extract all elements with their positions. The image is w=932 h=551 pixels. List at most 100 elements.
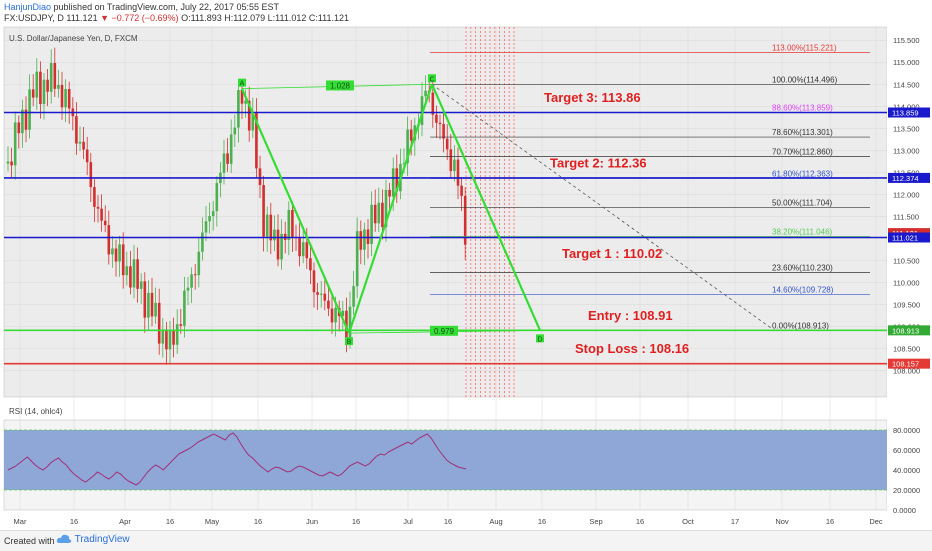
y-tick-label: 111.500 <box>893 212 919 221</box>
candle-body <box>64 89 67 108</box>
candle-body <box>240 90 244 104</box>
x-tick-label: 16 <box>444 517 452 526</box>
candle-body <box>67 89 71 109</box>
candle-body <box>366 229 370 244</box>
candle-body <box>269 214 273 241</box>
candle-body <box>424 90 427 97</box>
candle-body <box>442 124 445 139</box>
candle-body <box>57 84 60 89</box>
candle-body <box>60 84 64 108</box>
candle-body <box>53 62 57 89</box>
target-3-label: Target 3: 113.86 <box>544 90 641 105</box>
fib-level-label: 113.00%(115.221) <box>772 44 837 53</box>
candle-body <box>258 168 262 186</box>
price-pane <box>3 26 888 398</box>
pattern-point-box <box>428 74 436 83</box>
candle-body <box>154 302 157 317</box>
ohlc-values: O:111.893 H:112.079 L:111.012 C:111.121 <box>181 13 350 23</box>
y-tick-label: 114.500 <box>893 80 920 89</box>
y-tick-label: 113.500 <box>893 124 920 133</box>
y-tick-label: 115.000 <box>893 58 920 67</box>
candle-body <box>276 229 280 260</box>
rsi-band <box>4 430 887 490</box>
candle-body <box>28 89 31 130</box>
candle-body <box>121 244 125 276</box>
price-tag <box>888 107 930 118</box>
author-link[interactable]: HanjunDiao <box>4 2 52 12</box>
x-tick-label: Oct <box>682 517 695 526</box>
fib-level-label: 50.00%(111.704) <box>772 198 833 207</box>
pattern-point-label: A <box>240 81 245 88</box>
candle-body <box>39 71 42 105</box>
stop-loss-label: Stop Loss : 108.16 <box>575 341 689 356</box>
candle-body <box>24 109 28 130</box>
candle-body <box>17 122 21 134</box>
candle-body <box>179 324 183 326</box>
fib-level-label: 23.60%(110.230) <box>772 263 833 272</box>
candle-body <box>197 251 201 276</box>
x-tick-label: 17 <box>731 517 739 526</box>
candle-body <box>222 153 226 173</box>
candle-body <box>21 109 24 134</box>
candle-body <box>42 79 46 105</box>
price-tag-label: 108.913 <box>892 326 919 335</box>
pattern-point-box <box>345 337 353 346</box>
candle-body <box>381 202 384 228</box>
symbol-header: FX:USDJPY, D 111.121 ▼ −0.772 (−0.69%) O… <box>4 13 349 23</box>
candle-body <box>348 306 352 340</box>
fib-level-label: 14.60%(109.728) <box>772 285 834 294</box>
candle-body <box>78 141 82 144</box>
y-tick-label: 110.500 <box>893 256 920 265</box>
candle-body <box>373 204 377 224</box>
fib-level-label: 100.00%(114.496) <box>772 75 838 84</box>
x-tick-label: 16 <box>166 517 174 526</box>
rsi-tick-label: 80.0000 <box>893 426 920 435</box>
candle-body <box>114 248 118 262</box>
candle-body <box>287 209 291 240</box>
x-tick-label: Sep <box>589 517 602 526</box>
candle-body <box>391 168 395 197</box>
candle-body <box>186 287 190 291</box>
pattern-ratio-box <box>430 325 458 336</box>
candle-body <box>237 90 240 128</box>
price-axis-bg <box>887 27 932 510</box>
created-with-label: Created with <box>4 536 55 546</box>
x-tick-label: 16 <box>826 517 834 526</box>
candle-body <box>316 292 319 295</box>
price-tag <box>888 358 930 369</box>
pattern-leg <box>347 83 434 334</box>
candle-body <box>341 310 345 317</box>
candle-body <box>431 92 435 115</box>
candle-body <box>111 248 114 255</box>
fib-level-label: 70.70%(112.860) <box>772 148 833 157</box>
candle-body <box>456 159 460 186</box>
footer-bar: Created with TradingView <box>0 530 932 551</box>
y-tick-label: 115.500 <box>893 36 920 45</box>
candle-body <box>309 258 312 271</box>
candle-body <box>363 229 366 250</box>
candle-body <box>201 232 204 252</box>
candle-body <box>150 292 154 317</box>
candle-body <box>301 242 305 257</box>
x-tick-label: 16 <box>636 517 644 526</box>
last-price: 111.121 <box>66 13 98 23</box>
x-tick-label: Jul <box>403 517 413 526</box>
pattern-ratio-box <box>326 80 354 91</box>
x-tick-label: 16 <box>254 517 262 526</box>
candle-body <box>273 229 276 241</box>
candle-body <box>85 149 89 163</box>
candle-body <box>139 281 143 289</box>
y-tick-label: 114.000 <box>893 102 920 111</box>
candle-body <box>35 71 39 98</box>
x-tick-label: Apr <box>119 517 131 526</box>
publish-info: published on TradingView.com, July 22, 2… <box>53 2 280 12</box>
candle-body <box>377 202 381 224</box>
rsi-pane-title: RSI (14, ohlc4) <box>9 407 63 416</box>
price-tag <box>888 232 930 243</box>
candle-body <box>143 281 147 318</box>
candle-body <box>118 244 121 262</box>
tradingview-brand[interactable]: TradingView <box>56 534 130 545</box>
candle-body <box>395 168 399 192</box>
candle-body <box>463 195 467 245</box>
y-tick-label: 112.500 <box>893 168 920 177</box>
